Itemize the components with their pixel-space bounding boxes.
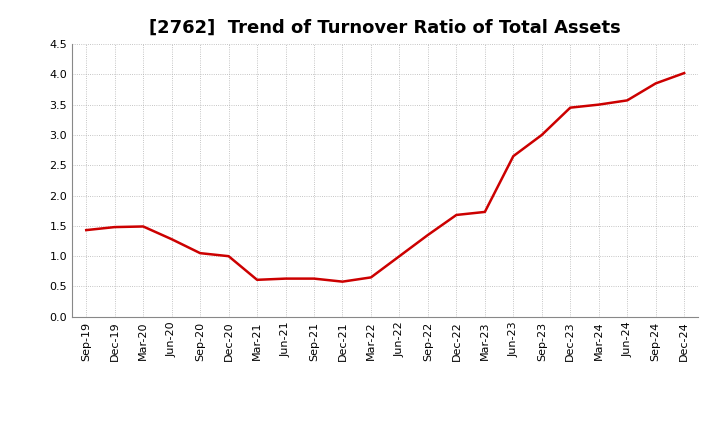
Title: [2762]  Trend of Turnover Ratio of Total Assets: [2762] Trend of Turnover Ratio of Total … [149,19,621,37]
